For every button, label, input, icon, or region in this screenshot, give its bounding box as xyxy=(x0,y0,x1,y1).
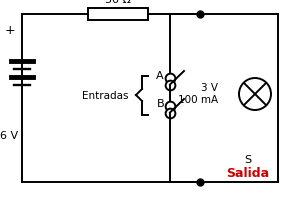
Text: A: A xyxy=(156,71,164,81)
Text: Salida: Salida xyxy=(226,167,270,180)
Circle shape xyxy=(239,79,271,110)
Text: 6 V: 6 V xyxy=(0,130,18,140)
Text: Entradas: Entradas xyxy=(82,91,128,100)
Text: 30 Ω: 30 Ω xyxy=(105,0,131,5)
Text: B: B xyxy=(156,99,164,109)
Text: 3 V: 3 V xyxy=(201,83,218,93)
Text: +: + xyxy=(5,23,15,36)
Bar xyxy=(88,9,148,21)
Text: 100 mA: 100 mA xyxy=(178,95,218,104)
Text: S: S xyxy=(244,154,252,164)
